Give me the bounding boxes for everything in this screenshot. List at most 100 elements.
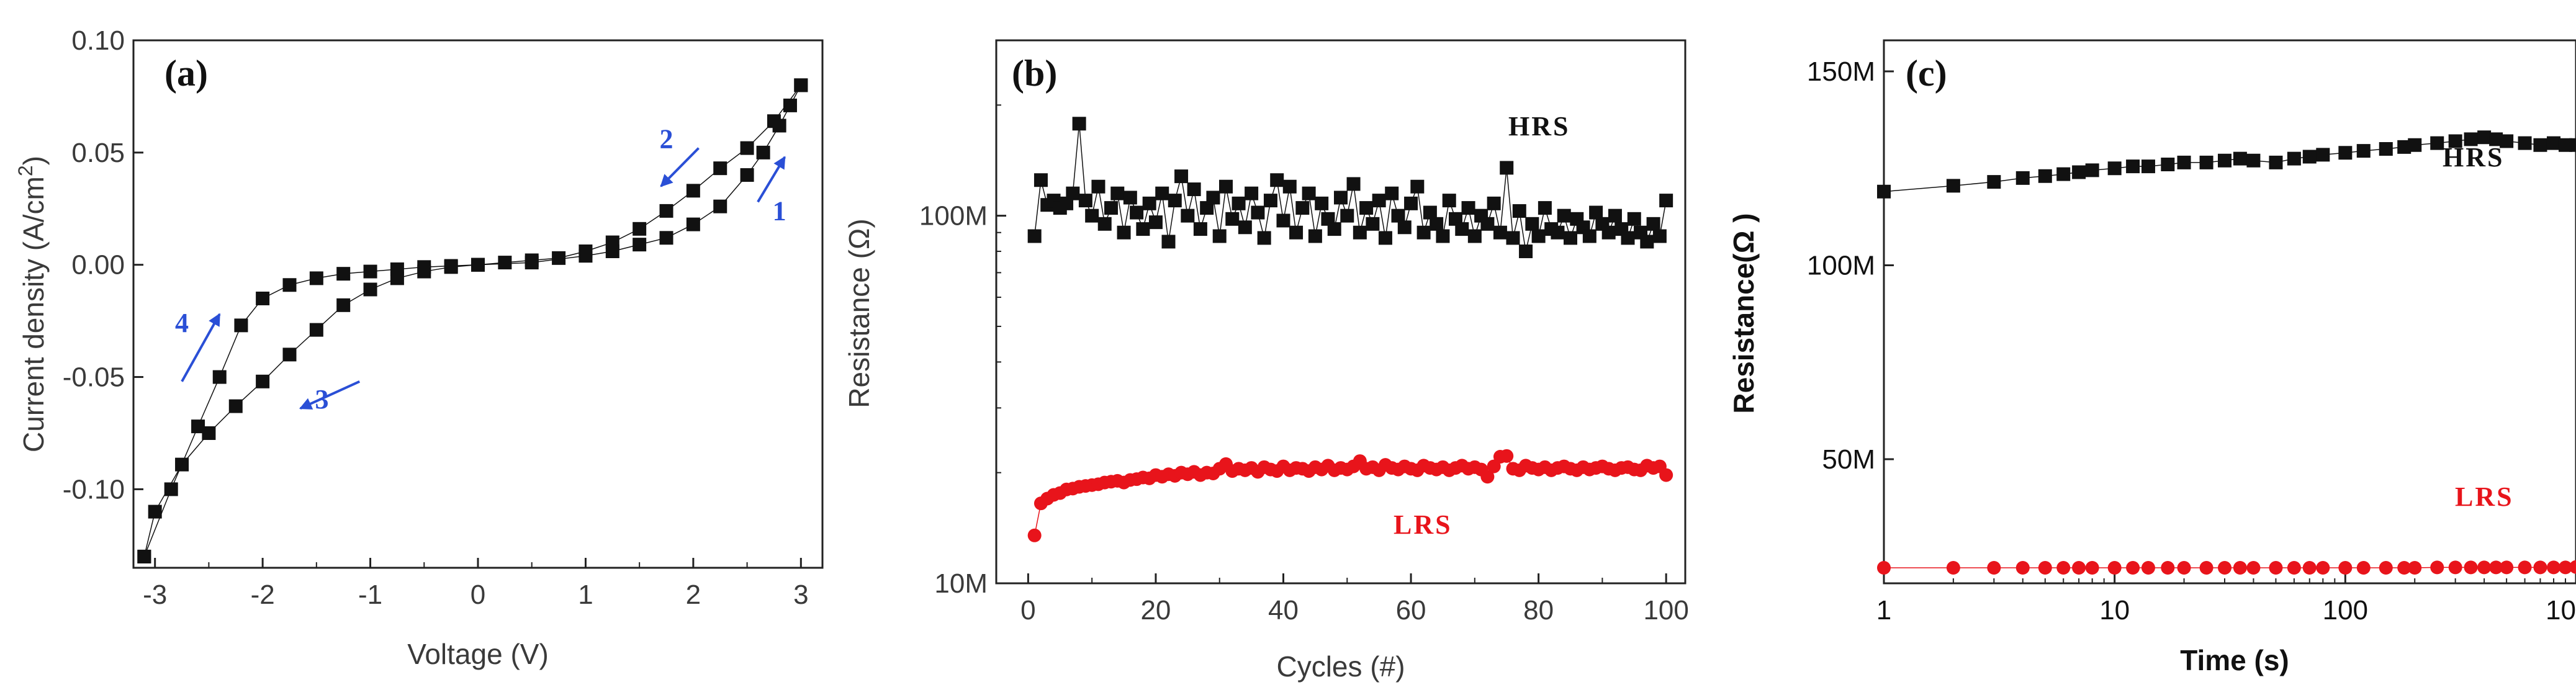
x-tick-label: 0 bbox=[1020, 595, 1035, 626]
data-point bbox=[1027, 229, 1042, 243]
data-point bbox=[1104, 201, 1118, 215]
data-point bbox=[471, 258, 485, 272]
data-point bbox=[1168, 194, 1182, 208]
data-point bbox=[2199, 561, 2213, 575]
data-point bbox=[1276, 213, 1290, 228]
y-tick-label: 10M bbox=[934, 568, 988, 599]
data-point bbox=[633, 238, 647, 252]
data-point bbox=[234, 318, 248, 333]
data-point bbox=[2477, 560, 2492, 575]
data-point bbox=[1187, 182, 1201, 197]
data-point bbox=[1987, 561, 2001, 575]
data-point bbox=[2338, 561, 2353, 575]
data-point bbox=[282, 278, 297, 292]
data-point bbox=[1130, 205, 1144, 220]
data-point bbox=[164, 482, 178, 496]
data-point bbox=[1366, 217, 1380, 231]
data-point bbox=[1212, 229, 1227, 243]
data-point bbox=[1327, 222, 1341, 236]
panel-c-ylabel: Resistance(Ω ) bbox=[1727, 213, 1760, 413]
y-tick-label: 50M bbox=[1822, 444, 1875, 475]
panel-b-xlabel: Cycles (#) bbox=[1276, 650, 1405, 683]
data-point bbox=[2287, 561, 2301, 575]
data-point bbox=[2217, 561, 2231, 575]
data-point bbox=[1423, 205, 1437, 220]
y-tick-label: 0.05 bbox=[71, 138, 125, 168]
data-point bbox=[228, 399, 243, 413]
data-point bbox=[2477, 130, 2492, 145]
data-point bbox=[1467, 229, 1482, 243]
data-point bbox=[2015, 561, 2030, 575]
data-point bbox=[1480, 470, 1495, 484]
data-point bbox=[1263, 194, 1277, 208]
data-point bbox=[1346, 177, 1361, 191]
data-point bbox=[1404, 196, 1418, 210]
data-point bbox=[1659, 194, 1673, 208]
panel-a-label: (a) bbox=[164, 53, 208, 94]
data-point bbox=[2546, 136, 2560, 150]
x-tick-label: 80 bbox=[1523, 595, 1554, 626]
y-tick-label: -0.05 bbox=[63, 362, 125, 393]
data-point bbox=[1512, 204, 1526, 218]
data-point bbox=[1646, 217, 1660, 231]
data-point bbox=[1416, 225, 1431, 240]
y-tick-label: 100M bbox=[919, 201, 988, 231]
data-point bbox=[1174, 169, 1189, 184]
data-point bbox=[1659, 468, 1673, 482]
data-point bbox=[1506, 231, 1520, 245]
panel-c-frame bbox=[1883, 39, 2576, 585]
data-point bbox=[2056, 167, 2071, 181]
data-point bbox=[363, 282, 377, 297]
data-point bbox=[2126, 159, 2140, 174]
x-tick-label: 60 bbox=[1396, 595, 1426, 626]
data-point bbox=[2533, 560, 2547, 575]
data-point bbox=[1238, 220, 1252, 235]
data-point bbox=[2397, 561, 2412, 575]
panel-c-label: (c) bbox=[1906, 53, 1947, 94]
data-point bbox=[1487, 196, 1501, 210]
data-point bbox=[2448, 560, 2462, 575]
x-tick-label: 0 bbox=[471, 580, 485, 610]
data-point bbox=[256, 291, 270, 305]
panel-b-label: (b) bbox=[1012, 53, 1057, 94]
data-point bbox=[1308, 229, 1322, 243]
data-point bbox=[1397, 220, 1412, 235]
data-point bbox=[713, 161, 727, 176]
data-point bbox=[783, 98, 797, 112]
data-point bbox=[2500, 134, 2514, 148]
data-point bbox=[2141, 561, 2155, 575]
data-point bbox=[2015, 171, 2030, 185]
data-point bbox=[1340, 208, 1354, 223]
data-point bbox=[740, 141, 754, 155]
data-point bbox=[2107, 561, 2122, 575]
data-point bbox=[2464, 560, 2478, 575]
data-point bbox=[2177, 561, 2191, 575]
data-point bbox=[2126, 561, 2140, 575]
sweep-label: 3 bbox=[315, 384, 329, 415]
data-point bbox=[1110, 186, 1125, 200]
data-point bbox=[498, 256, 512, 270]
data-point bbox=[212, 370, 227, 384]
data-point bbox=[1487, 459, 1501, 473]
x-tick-label: -2 bbox=[251, 580, 275, 610]
sweep-arrow bbox=[181, 313, 221, 382]
data-point bbox=[1564, 231, 1577, 245]
data-point bbox=[1289, 225, 1304, 240]
data-point bbox=[2338, 146, 2353, 160]
data-point bbox=[1589, 205, 1603, 220]
panel-c-hrs-label: HRS bbox=[2443, 142, 2504, 173]
data-point bbox=[2558, 138, 2572, 152]
data-point bbox=[282, 348, 297, 362]
panel-b-frame bbox=[995, 39, 1687, 585]
data-point bbox=[336, 298, 351, 312]
data-point bbox=[202, 426, 216, 440]
data-point bbox=[659, 231, 673, 245]
data-point bbox=[1621, 231, 1635, 245]
data-point bbox=[2233, 151, 2247, 166]
data-point bbox=[191, 419, 205, 434]
data-point bbox=[1282, 179, 1297, 194]
data-point bbox=[552, 251, 566, 265]
x-tick-label: 1 bbox=[578, 580, 593, 610]
panel-b-lrs-label: LRS bbox=[1394, 509, 1452, 540]
